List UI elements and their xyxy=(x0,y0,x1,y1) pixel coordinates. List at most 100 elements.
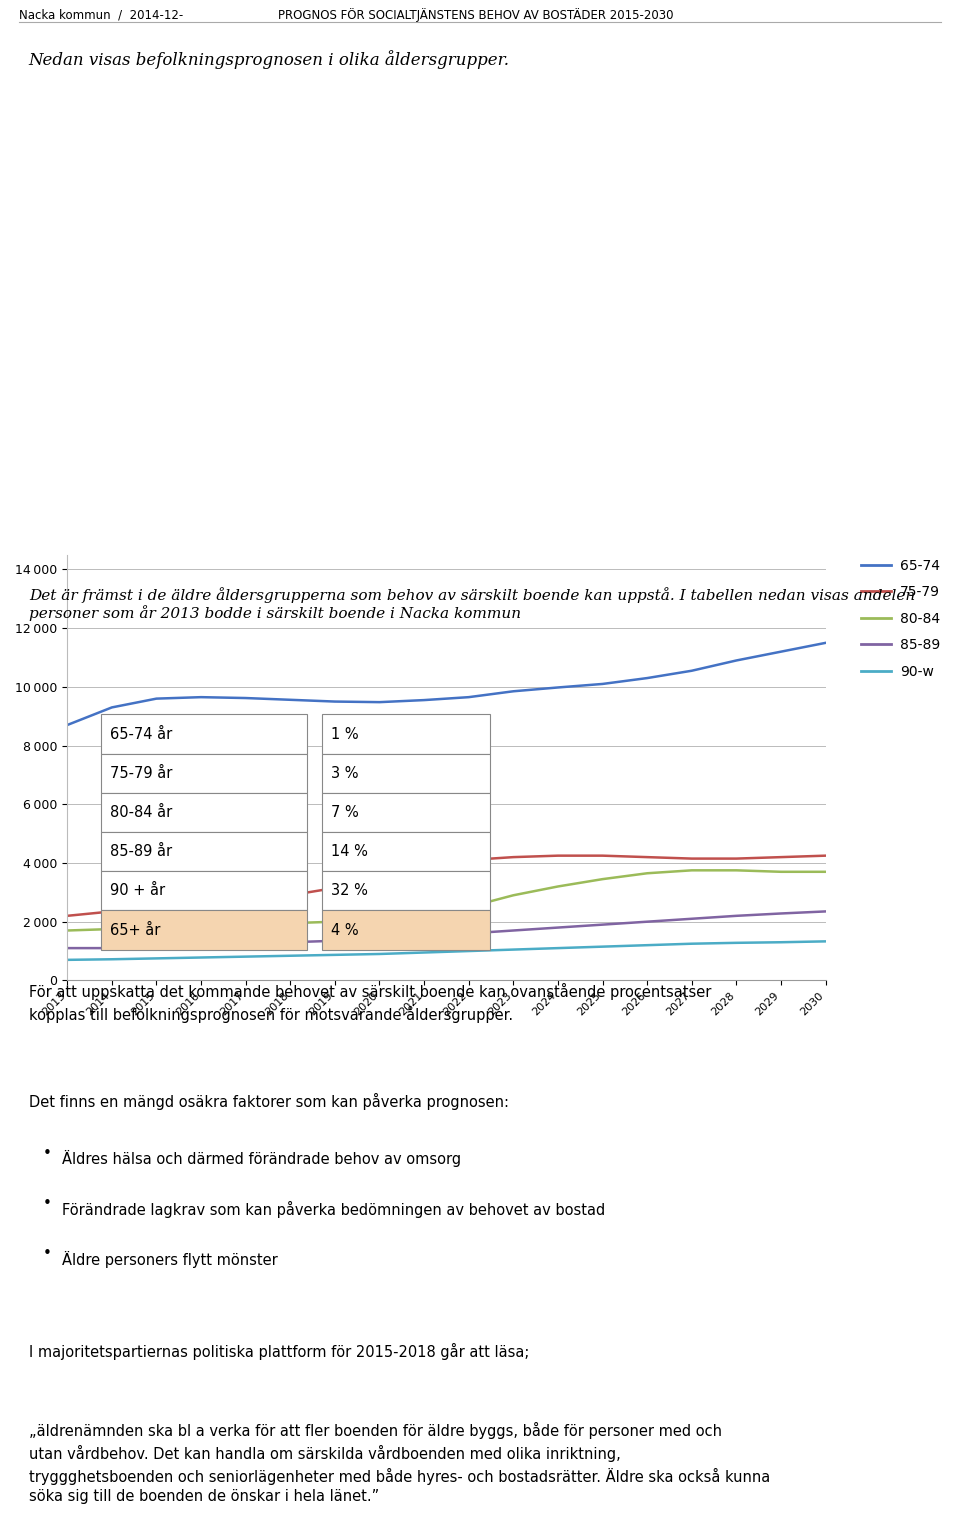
90-w xyxy=(151,950,162,968)
75-79 xyxy=(463,851,474,869)
85-89 xyxy=(641,912,653,930)
Text: Nedan visas befolkningsprognosen i olika åldersgrupper.: Nedan visas befolkningsprognosen i olika… xyxy=(29,50,510,68)
Text: 3 %: 3 % xyxy=(331,766,359,781)
Line: 90-w: 90-w xyxy=(67,941,826,959)
90-w xyxy=(419,944,430,962)
85-89 xyxy=(240,935,252,953)
90-w xyxy=(820,932,831,950)
90-w xyxy=(240,947,252,965)
Text: PROGNOS FÖR SOCIALTJÄNSTENS BEHOV AV BOSTÄDER 2015-2030: PROGNOS FÖR SOCIALTJÄNSTENS BEHOV AV BOS… xyxy=(278,8,674,23)
80-84 xyxy=(731,862,742,880)
80-84 xyxy=(686,862,698,880)
80-84 xyxy=(329,912,341,930)
85-89 xyxy=(686,909,698,927)
75-79 xyxy=(419,857,430,876)
75-79 xyxy=(61,907,73,926)
80-84 xyxy=(419,907,430,926)
Text: Det är främst i de äldre åldersgrupperna som behov av särskilt boende kan uppstå: Det är främst i de äldre åldersgrupperna… xyxy=(29,587,915,622)
Text: 14 %: 14 % xyxy=(331,844,368,859)
Text: 90 + år: 90 + år xyxy=(110,883,165,898)
65-74 xyxy=(284,690,296,708)
75-79 xyxy=(329,879,341,897)
90-w xyxy=(195,948,206,967)
65-74 xyxy=(151,690,162,708)
75-79 xyxy=(373,868,385,886)
90-w xyxy=(776,933,787,952)
75-79 xyxy=(151,898,162,917)
Text: Äldres hälsa och därmed förändrade behov av omsorg: Äldres hälsa och därmed förändrade behov… xyxy=(62,1151,462,1167)
85-89 xyxy=(329,932,341,950)
90-w xyxy=(61,950,73,968)
85-89 xyxy=(284,933,296,952)
Line: 85-89: 85-89 xyxy=(67,912,826,948)
65-74 xyxy=(552,678,564,696)
80-84 xyxy=(552,877,564,895)
65-74 xyxy=(776,643,787,661)
75-79 xyxy=(776,848,787,866)
90-w xyxy=(106,950,117,968)
80-84 xyxy=(776,863,787,882)
Text: 75-79 år: 75-79 år xyxy=(110,766,173,781)
90-w xyxy=(731,933,742,952)
75-79 xyxy=(240,892,252,910)
Text: •: • xyxy=(43,1146,52,1161)
Text: •: • xyxy=(43,1246,52,1262)
Text: 65+ år: 65+ år xyxy=(110,923,160,938)
85-89 xyxy=(597,915,609,933)
85-89 xyxy=(508,921,519,939)
90-w xyxy=(641,936,653,955)
85-89 xyxy=(463,924,474,942)
Text: Det finns en mängd osäkra faktorer som kan påverka prognosen:: Det finns en mängd osäkra faktorer som k… xyxy=(29,1093,509,1110)
75-79 xyxy=(195,897,206,915)
85-89 xyxy=(61,939,73,958)
75-79 xyxy=(820,847,831,865)
85-89 xyxy=(373,930,385,948)
90-w xyxy=(597,938,609,956)
Text: Äldre personers flytt mönster: Äldre personers flytt mönster xyxy=(62,1251,278,1268)
65-74 xyxy=(106,698,117,716)
80-84 xyxy=(106,920,117,938)
Line: 80-84: 80-84 xyxy=(67,871,826,930)
Text: 4 %: 4 % xyxy=(331,923,359,938)
85-89 xyxy=(731,907,742,926)
75-79 xyxy=(552,847,564,865)
85-89 xyxy=(195,936,206,955)
80-84 xyxy=(151,918,162,936)
90-w xyxy=(508,941,519,959)
90-w xyxy=(373,945,385,964)
75-79 xyxy=(686,850,698,868)
65-74 xyxy=(240,689,252,707)
Text: Nacka kommun  /  2014-12-: Nacka kommun / 2014-12- xyxy=(19,8,183,21)
90-w xyxy=(552,939,564,958)
65-74 xyxy=(731,652,742,670)
65-74 xyxy=(641,669,653,687)
Text: I majoritetspartiernas politiska plattform för 2015-2018 går att läsa;: I majoritetspartiernas politiska plattfo… xyxy=(29,1344,529,1360)
80-84 xyxy=(641,865,653,883)
Text: 65-74 år: 65-74 år xyxy=(110,727,173,742)
Text: 85-89 år: 85-89 år xyxy=(110,844,173,859)
80-84 xyxy=(373,909,385,927)
80-84 xyxy=(284,914,296,932)
65-74 xyxy=(195,689,206,707)
75-79 xyxy=(597,847,609,865)
75-79 xyxy=(106,903,117,921)
80-84 xyxy=(463,898,474,917)
65-74 xyxy=(419,692,430,710)
65-74 xyxy=(61,716,73,734)
Line: 75-79: 75-79 xyxy=(67,856,826,917)
85-89 xyxy=(419,927,430,945)
Text: 1 %: 1 % xyxy=(331,727,359,742)
65-74 xyxy=(329,693,341,711)
90-w xyxy=(686,935,698,953)
85-89 xyxy=(776,904,787,923)
Text: 32 %: 32 % xyxy=(331,883,368,898)
Text: Förändrade lagkrav som kan påverka bedömningen av behovet av bostad: Förändrade lagkrav som kan påverka bedöm… xyxy=(62,1201,606,1218)
90-w xyxy=(329,945,341,964)
80-84 xyxy=(195,917,206,935)
80-84 xyxy=(597,869,609,888)
Text: För att uppskatta det kommande behovet av särskilt boende kan ovanstående procen: För att uppskatta det kommande behovet a… xyxy=(29,983,711,1023)
Text: „äldrenämnden ska bl a verka för att fler boenden för äldre byggs, både för pers: „äldrenämnden ska bl a verka för att fle… xyxy=(29,1423,770,1505)
75-79 xyxy=(284,886,296,904)
Text: •: • xyxy=(43,1196,52,1211)
85-89 xyxy=(151,938,162,956)
